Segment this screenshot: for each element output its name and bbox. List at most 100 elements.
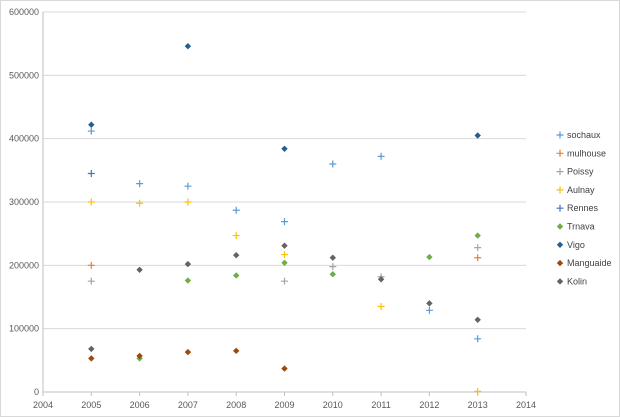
y-tick-label: 400000: [9, 134, 39, 144]
data-point: [329, 160, 337, 168]
series-manguaide: [88, 347, 288, 372]
legend-entry: Kolin: [556, 276, 587, 286]
series-kolin: [88, 242, 481, 353]
data-point: [329, 263, 337, 271]
data-point: [474, 316, 481, 323]
data-point: [232, 206, 240, 214]
x-tick-label: 2011: [371, 400, 390, 410]
data-point: [233, 347, 240, 355]
legend-entry: Rennes: [556, 203, 599, 213]
x-tick-label: 2004: [33, 400, 53, 410]
data-point: [377, 276, 385, 283]
data-point: [425, 306, 433, 314]
y-tick-label: 300000: [9, 197, 39, 207]
data-point: [88, 345, 95, 353]
data-point: [184, 348, 192, 356]
x-tick-label: 2013: [468, 400, 488, 410]
legend-entry: Vigo: [556, 240, 585, 250]
axes: [42, 12, 527, 396]
legend-label: sochaux: [567, 130, 601, 140]
x-tick-label: 2010: [323, 400, 343, 410]
data-point: [184, 277, 192, 284]
series-vigo: [88, 43, 481, 152]
data-points: [87, 43, 482, 395]
data-point: [474, 254, 482, 262]
legend-label: Kolin: [567, 276, 587, 286]
legend-marker: [556, 131, 564, 139]
y-tick-label: 200000: [9, 260, 39, 270]
data-point: [474, 232, 481, 239]
legend-entry: Aulnay: [556, 185, 595, 195]
legend-entry: Trnava: [556, 222, 595, 232]
series-mulhouse: [87, 254, 482, 269]
x-tick-label: 2008: [226, 400, 246, 410]
data-point: [281, 277, 288, 285]
legend-marker: [556, 168, 564, 176]
series-aulnay: [87, 198, 482, 395]
x-tick-label: 2009: [274, 400, 294, 410]
legend-entry: Poissy: [556, 167, 594, 177]
x-tick-label: 2012: [419, 400, 439, 410]
data-point: [233, 272, 240, 279]
data-point: [281, 251, 288, 259]
legend-label: Manguaide: [567, 258, 612, 268]
y-tick-label: 100000: [9, 324, 39, 334]
data-point: [136, 199, 144, 207]
data-point: [281, 365, 288, 372]
data-point: [184, 260, 192, 268]
y-tick-label: 500000: [9, 70, 39, 80]
legend-label: Vigo: [567, 240, 585, 250]
legend-entry: Manguaide: [556, 258, 612, 268]
data-point: [184, 198, 192, 206]
data-point: [136, 352, 143, 360]
legend-marker: [556, 204, 564, 212]
data-point: [281, 218, 288, 226]
series-trnava: [136, 232, 481, 362]
data-point: [136, 266, 143, 273]
legend-label: Aulnay: [567, 185, 595, 195]
series-sochaux: [87, 127, 482, 343]
data-point: [281, 145, 288, 152]
data-point: [87, 261, 95, 269]
data-point: [88, 121, 95, 128]
data-point: [474, 244, 482, 252]
x-tick-label: 2005: [81, 400, 101, 410]
data-point: [88, 355, 95, 362]
legend-marker: [556, 241, 564, 248]
data-point: [87, 277, 95, 285]
legend-marker: [556, 278, 564, 285]
legend-entry: sochaux: [556, 130, 601, 140]
y-tick-label: 0: [34, 387, 39, 397]
legend-marker: [556, 259, 564, 267]
legend-label: Trnava: [567, 222, 595, 232]
legend-label: mulhouse: [567, 148, 606, 158]
data-point: [329, 271, 336, 278]
data-point: [426, 300, 433, 307]
data-point: [377, 303, 385, 310]
legend-marker: [556, 149, 564, 157]
data-point: [329, 254, 336, 261]
legend-label: Rennes: [567, 203, 599, 213]
data-point: [474, 132, 481, 139]
x-tick-label: 2014: [516, 400, 536, 410]
legend-marker: [556, 223, 564, 230]
data-point: [87, 170, 95, 177]
data-point: [281, 259, 288, 266]
data-point: [232, 232, 240, 240]
data-point: [184, 182, 192, 190]
legend: sochaux mulhouse Poissy Aulnay Rennes Trnava V…: [556, 130, 612, 286]
legend-marker: [556, 186, 564, 194]
data-point: [87, 198, 95, 206]
series-rennes: [87, 170, 95, 177]
data-point: [426, 253, 433, 261]
data-point: [233, 252, 240, 259]
y-tick-label: 600000: [9, 7, 39, 17]
legend-entry: mulhouse: [556, 148, 606, 158]
data-point: [184, 43, 192, 50]
gridlines: [43, 11, 526, 330]
data-point: [87, 127, 95, 135]
legend-label: Poissy: [567, 167, 594, 177]
data-point: [281, 242, 288, 249]
